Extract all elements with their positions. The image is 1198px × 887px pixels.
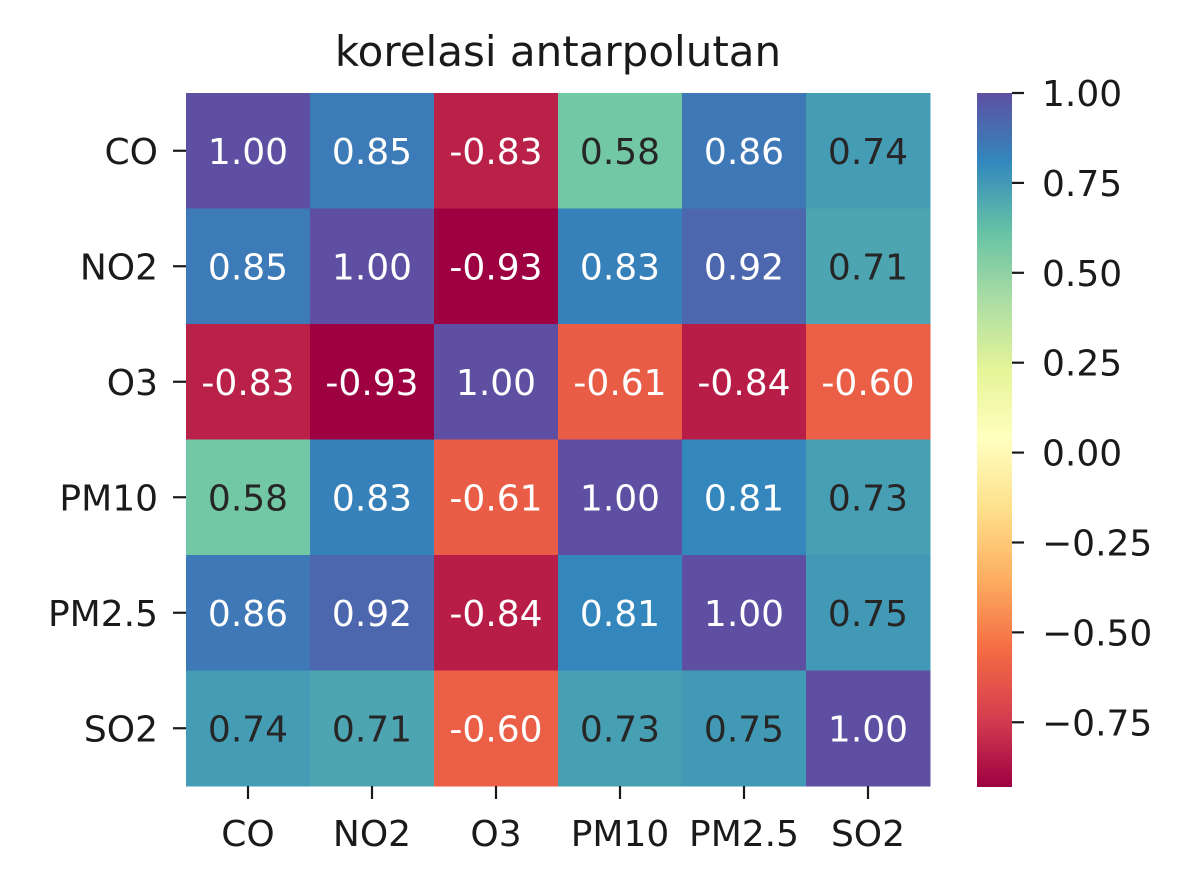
heatmap-cell xyxy=(434,93,559,209)
heatmap-cell xyxy=(310,670,435,787)
cell-value-label: 0.92 xyxy=(704,247,784,288)
colorbar-tick-label: 0.75 xyxy=(1042,164,1122,205)
cell-value-label: 1.00 xyxy=(456,363,536,404)
heatmap-cell xyxy=(682,555,807,671)
heatmap-cell xyxy=(434,439,559,556)
cell-value-label: 0.74 xyxy=(828,132,908,173)
colorbar-tick-label: −0.75 xyxy=(1042,703,1152,744)
y-tick-label: O3 xyxy=(107,363,158,404)
cell-value-label: 0.85 xyxy=(208,247,288,288)
cell-value-label: 0.75 xyxy=(704,709,784,750)
colorbar-tick-label: −0.25 xyxy=(1042,523,1152,564)
heatmap-cell xyxy=(186,439,311,556)
heatmap-cell xyxy=(310,555,435,671)
x-axis: CO NO2 O3 PM10 PM2.5 SO2 xyxy=(221,786,905,855)
heatmap-cell xyxy=(434,670,559,787)
colorbar-tick-label: 0.50 xyxy=(1042,254,1122,295)
cell-value-label: 0.85 xyxy=(332,132,412,173)
cell-value-label: 0.86 xyxy=(208,594,288,635)
y-tick-label: SO2 xyxy=(84,709,158,750)
cell-value-label: 0.83 xyxy=(580,247,660,288)
cell-value-label: 0.74 xyxy=(208,709,288,750)
cell-value-label: -0.60 xyxy=(821,363,914,404)
cell-value-label: 1.00 xyxy=(208,132,288,173)
y-tick-label: CO xyxy=(105,132,158,173)
cell-value-label: 0.71 xyxy=(332,709,412,750)
heatmap-cell xyxy=(682,93,807,209)
colorbar-tick-label: 0.25 xyxy=(1042,344,1122,385)
cell-value-label: -0.83 xyxy=(201,363,294,404)
heatmap-cell xyxy=(682,324,807,440)
cell-value-label: 0.58 xyxy=(580,132,660,173)
colorbar: 1.00 0.75 0.50 0.25 0.00 −0.25 −0.50 −0.75 xyxy=(977,74,1152,787)
heatmap-cell xyxy=(682,208,807,325)
cell-value-label: 1.00 xyxy=(704,594,784,635)
cell-value-label: -0.61 xyxy=(449,478,542,519)
heatmap-cell xyxy=(434,208,559,325)
cell-value-label: 1.00 xyxy=(828,709,908,750)
heatmap-cell xyxy=(434,555,559,671)
x-tick-label: PM2.5 xyxy=(689,814,799,855)
chart-title: korelasi antarpolutan xyxy=(335,27,781,76)
cell-value-label: 0.81 xyxy=(580,594,660,635)
heatmap-cell xyxy=(434,324,559,440)
heatmap-cell xyxy=(806,555,931,671)
cell-value-label: -0.84 xyxy=(697,363,790,404)
y-tick-label: PM2.5 xyxy=(48,594,158,635)
cell-value-label: -0.83 xyxy=(449,132,542,173)
heatmap-cell xyxy=(186,324,311,440)
cell-value-label: 0.86 xyxy=(704,132,784,173)
heatmap-cell xyxy=(558,324,683,440)
heatmap-cell xyxy=(186,555,311,671)
heatmap-cell xyxy=(806,670,931,787)
cell-value-label: 0.81 xyxy=(704,478,784,519)
heatmap-cell xyxy=(806,324,931,440)
x-tick-label: O3 xyxy=(470,814,521,855)
x-tick-label: SO2 xyxy=(831,814,905,855)
heatmap-cell xyxy=(310,439,435,556)
y-tick-label: PM10 xyxy=(59,478,158,519)
cell-value-label: 0.83 xyxy=(332,478,412,519)
cell-value-label: -0.60 xyxy=(449,709,542,750)
heatmap-cell xyxy=(186,93,311,209)
x-tick-label: NO2 xyxy=(333,814,411,855)
heatmap-cell xyxy=(186,670,311,787)
heatmap-cells: 1.00 0.85 -0.83 0.58 0.86 0.74 0.85 1.00 -0.93 0.… xyxy=(186,93,931,787)
cell-value-label: 0.92 xyxy=(332,594,412,635)
heatmap-cell xyxy=(186,208,311,325)
heatmap-cell xyxy=(558,208,683,325)
cell-value-label: 0.58 xyxy=(208,478,288,519)
y-tick-label: NO2 xyxy=(80,247,158,288)
cell-value-label: 0.75 xyxy=(828,594,908,635)
heatmap-cell xyxy=(558,439,683,556)
cell-value-label: -0.93 xyxy=(325,363,418,404)
heatmap-cell xyxy=(682,670,807,787)
cell-value-label: 1.00 xyxy=(332,247,412,288)
colorbar-tick-label: −0.50 xyxy=(1042,613,1152,654)
cell-value-label: -0.93 xyxy=(449,247,542,288)
cell-value-label: 0.73 xyxy=(580,709,660,750)
heatmap-cell xyxy=(558,93,683,209)
cell-value-label: 0.71 xyxy=(828,247,908,288)
y-axis: CO NO2 O3 PM10 PM2.5 SO2 xyxy=(48,132,186,750)
heatmap-cell xyxy=(310,208,435,325)
x-tick-label: PM10 xyxy=(571,814,670,855)
cell-value-label: 1.00 xyxy=(580,478,660,519)
colorbar-gradient xyxy=(977,93,1012,787)
heatmap-cell xyxy=(806,93,931,209)
heatmap-cell xyxy=(806,439,931,556)
heatmap-cell xyxy=(558,670,683,787)
heatmap-cell xyxy=(806,208,931,325)
heatmap-cell xyxy=(310,324,435,440)
heatmap-cell xyxy=(558,555,683,671)
cell-value-label: -0.61 xyxy=(573,363,666,404)
x-tick-label: CO xyxy=(221,814,274,855)
colorbar-tick-label: 0.00 xyxy=(1042,434,1122,475)
cell-value-label: -0.84 xyxy=(449,594,542,635)
cell-value-label: 0.73 xyxy=(828,478,908,519)
heatmap-cell xyxy=(682,439,807,556)
heatmap-cell xyxy=(310,93,435,209)
colorbar-tick-label: 1.00 xyxy=(1042,74,1122,115)
